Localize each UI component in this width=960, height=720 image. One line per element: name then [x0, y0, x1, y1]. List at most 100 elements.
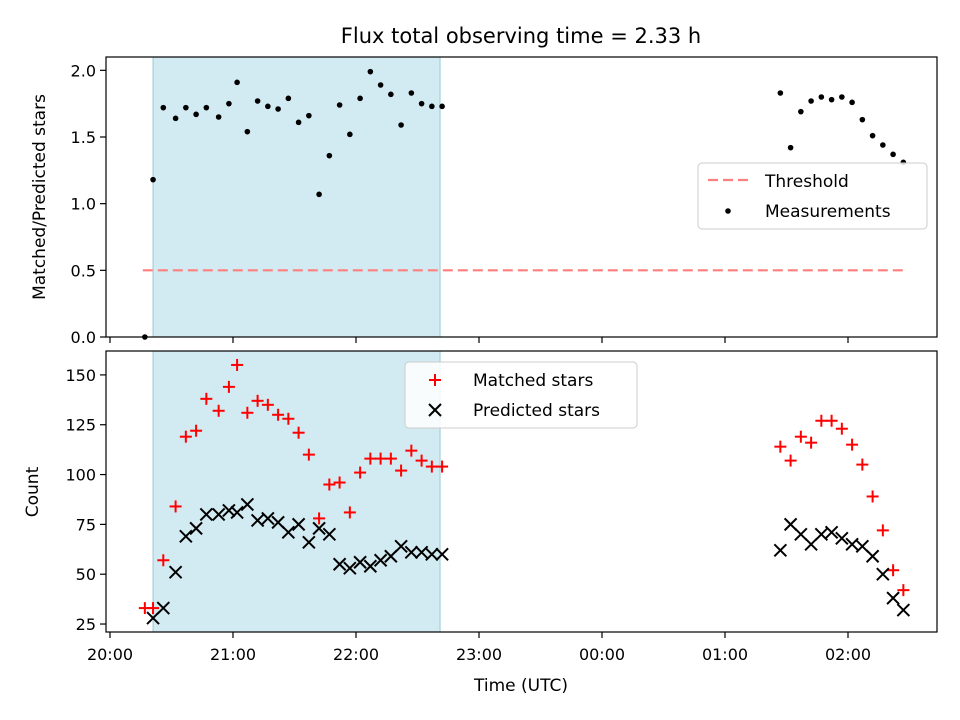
predicted-stars-point-b: [281, 525, 296, 540]
bottom-y-axis-label: Count: [23, 466, 43, 517]
predicted-stars-point: [814, 527, 829, 542]
predicted-stars-point: [146, 611, 160, 625]
predicted-stars-point: [189, 521, 203, 536]
predicted-stars-point: [886, 591, 900, 605]
predicted-stars-point: [896, 603, 911, 617]
predicted-stars-point-b: [302, 535, 316, 550]
top-panel: 0.00.51.01.52.0 Matched/Predicted stars …: [30, 56, 938, 347]
top-y-tick-label: 1.0: [71, 195, 96, 214]
measurement-point: [429, 103, 435, 110]
predicted-stars-point-b: [845, 537, 859, 552]
predicted-stars-point-b: [896, 603, 911, 617]
measurement-point: [160, 104, 167, 111]
matched-stars-point: [282, 412, 295, 425]
bottom-x-tick-label: 00:00: [579, 645, 625, 664]
matched-stars-point: [343, 506, 356, 519]
measurement-point: [347, 131, 353, 138]
predicted-stars-point: [222, 503, 236, 518]
predicted-stars-point: [230, 505, 244, 520]
predicted-stars-point-b: [835, 531, 849, 546]
predicted-stars-point: [876, 567, 890, 581]
measurement-point: [244, 128, 251, 135]
matched-stars-point: [190, 424, 203, 437]
matched-stars-point: [147, 602, 160, 615]
matched-stars-point: [222, 380, 235, 393]
predicted-stars-point: [855, 539, 870, 554]
matched-stars-point: [897, 584, 910, 597]
predicted-stars-point-b: [291, 517, 306, 532]
predicted-stars-point: [804, 537, 818, 552]
predicted-stars-point-b: [794, 527, 808, 542]
measurement-point: [295, 119, 302, 126]
predicted-stars-point-b: [222, 503, 236, 518]
predicted-stars-point: [250, 513, 265, 528]
matched-stars-point: [313, 512, 326, 525]
matched-stars-point: [866, 490, 879, 503]
measurement-point: [226, 100, 232, 107]
bottom-y-tick-label: 75: [76, 515, 96, 534]
bottom-y-tick-label: 25: [76, 615, 96, 634]
matched-stars-point: [794, 430, 807, 443]
predicted-stars-point-b: [250, 513, 265, 528]
matched-stars-point: [805, 436, 818, 449]
measurement-point: [418, 100, 425, 107]
predicted-stars-point-b: [804, 537, 818, 552]
bottom-y-tick-label: 50: [76, 565, 96, 584]
measurement-point: [818, 94, 825, 100]
matched-stars-point: [212, 404, 225, 417]
predicted-stars-point-b: [824, 525, 839, 540]
measurement-point: [203, 104, 210, 111]
matched-stars-point: [856, 458, 869, 471]
predicted-stars-point: [435, 547, 449, 561]
predicted-stars-point: [835, 531, 849, 546]
top-y-axis-label: Matched/Predicted stars: [30, 94, 50, 300]
predicted-stars-point: [425, 547, 439, 561]
predicted-stars-point: [384, 549, 398, 563]
predicted-stars-point: [302, 535, 316, 550]
predicted-stars-point: [211, 507, 226, 522]
matched-stars-point: [425, 460, 438, 473]
predicted-stars-point: [373, 553, 388, 567]
measurement-point: [336, 102, 343, 108]
measurement-point: [172, 115, 179, 122]
predicted-stars-point: [281, 525, 296, 540]
legend-measurements-label: Measurements: [765, 202, 891, 222]
measurement-point: [787, 144, 794, 151]
measurement-point: [193, 111, 199, 118]
predicted-stars-point-b: [855, 539, 870, 554]
matched-stars-point: [815, 414, 828, 427]
predicted-stars-point-b: [240, 497, 255, 512]
predicted-stars-point-b: [886, 591, 900, 605]
matched-stars-point: [169, 500, 182, 513]
measurement-point: [215, 114, 222, 120]
measurement-point: [388, 91, 394, 98]
measurement-point: [849, 99, 855, 106]
predicted-stars-point-b: [435, 547, 449, 561]
predicted-stars-point-b: [189, 521, 203, 536]
top-y-tick-label: 2.0: [71, 61, 96, 80]
bottom-plot-frame: [105, 350, 938, 633]
measurement-point: [808, 98, 814, 104]
measurement-point: [275, 106, 281, 112]
predicted-stars-point-b: [343, 561, 357, 575]
predicted-stars-point: [156, 601, 171, 615]
predicted-stars-point-b: [332, 557, 347, 571]
matched-stars-point: [774, 440, 787, 453]
bottom-shade-rect: [152, 350, 441, 633]
predicted-stars-point: [168, 565, 183, 579]
top-plot-frame: [105, 56, 938, 338]
measurement-point: [398, 122, 404, 128]
predicted-stars-point-b: [322, 527, 337, 542]
predicted-stars-point: [773, 543, 788, 557]
legend-predicted-swatch-b: [428, 403, 442, 417]
top-y-axis: 0.0 0.5 1.0 1.5 2.0: [71, 61, 106, 347]
predicted-stars-point-b: [271, 515, 285, 530]
predicted-stars-point: [199, 507, 214, 522]
matched-stars-point: [887, 564, 900, 577]
predicted-stars-point: [404, 545, 419, 559]
predicted-stars-point: [353, 555, 367, 569]
matched-stars-point: [323, 478, 336, 491]
measurement-point: [367, 68, 374, 75]
predicted-stars-point: [322, 527, 337, 542]
